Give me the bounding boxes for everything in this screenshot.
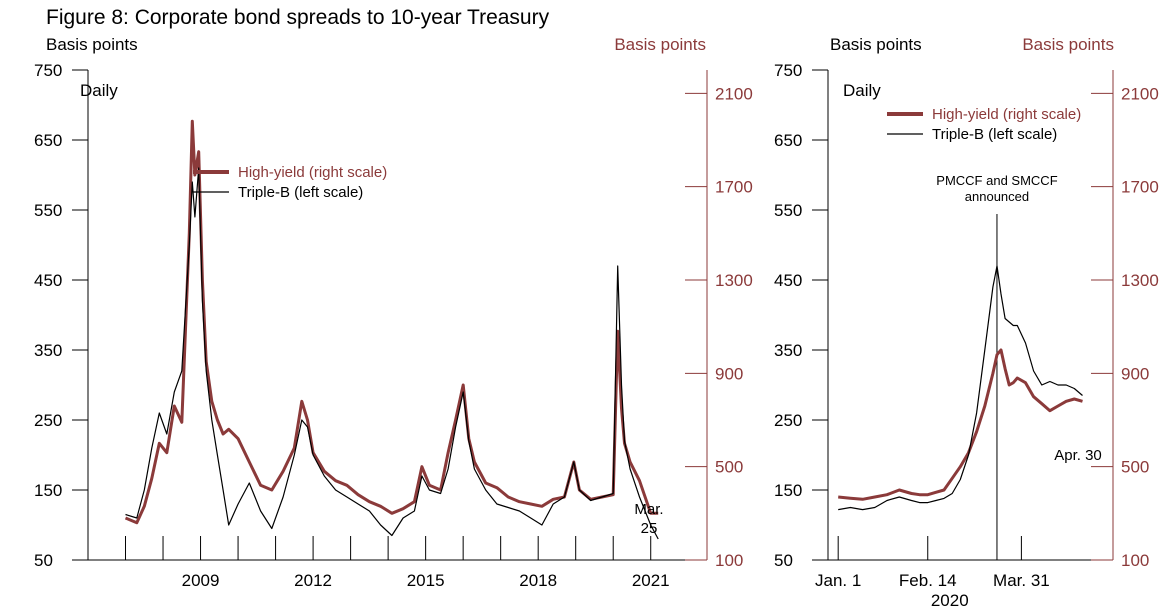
x-tick-label: 2015 [407, 571, 445, 590]
series-triple-b-line [838, 265, 1083, 511]
right-axis-unit: Basis points [614, 35, 706, 54]
left-tick-label: 250 [34, 411, 62, 430]
legend-label: Triple-B (left scale) [238, 184, 363, 201]
left-tick-label: 450 [774, 271, 802, 290]
left-tick-label: 150 [34, 481, 62, 500]
legend-label: High-yield (right scale) [932, 106, 1081, 123]
left-tick-label: 350 [774, 341, 802, 360]
left-tick-label: 650 [34, 131, 62, 150]
x-tick-label: 2021 [632, 571, 670, 590]
left-tick-label: 150 [774, 481, 802, 500]
x-axis-label: 2020 [931, 591, 969, 607]
frequency-label: Daily [80, 81, 118, 100]
right-tick-label: 2100 [715, 84, 753, 103]
left-tick-label: 250 [774, 411, 802, 430]
right-axis-unit: Basis points [1022, 35, 1114, 54]
right-tick-label: 1700 [715, 178, 753, 197]
series-triple-b-line [125, 167, 659, 540]
right-tick-label: 1300 [1121, 271, 1159, 290]
series-high-yield-line [124, 119, 659, 525]
left-tick-label: 750 [34, 61, 62, 80]
right-tick-label: 1700 [1121, 178, 1159, 197]
frequency-label: Daily [843, 81, 881, 100]
x-tick-label: Jan. 1 [815, 571, 861, 590]
x-tick-label: 2012 [294, 571, 332, 590]
right-tick-label: 2100 [1121, 84, 1159, 103]
right-tick-label: 1300 [715, 271, 753, 290]
left-tick-label: 50 [774, 551, 793, 570]
x-tick-label: Mar. 31 [993, 571, 1050, 590]
end-date-annotation: Mar. 25 [634, 501, 663, 537]
legend-label: Triple-B (left scale) [932, 126, 1057, 143]
x-tick-label: 2018 [519, 571, 557, 590]
event-label: PMCCF and SMCCF announced [936, 173, 1057, 204]
right-tick-label: 900 [1121, 364, 1149, 383]
left-tick-label: 550 [774, 201, 802, 220]
right-tick-label: 900 [715, 364, 743, 383]
left-axis-unit: Basis points [830, 35, 922, 54]
x-tick-label: Feb. 14 [899, 571, 957, 590]
left-tick-label: 50 [34, 551, 53, 570]
left-tick-label: 750 [774, 61, 802, 80]
left-tick-label: 350 [34, 341, 62, 360]
right-tick-label: 500 [715, 458, 743, 477]
left-tick-label: 650 [774, 131, 802, 150]
right-tick-label: 500 [1121, 458, 1149, 477]
legend-label: High-yield (right scale) [238, 164, 387, 181]
left-tick-label: 450 [34, 271, 62, 290]
x-tick-label: 2009 [182, 571, 220, 590]
series-high-yield-line [838, 348, 1083, 501]
end-date-annotation: Apr. 30 [1054, 447, 1102, 464]
left-tick-label: 550 [34, 201, 62, 220]
left-axis-unit: Basis points [46, 35, 138, 54]
figure-title: Figure 8: Corporate bond spreads to 10-y… [46, 6, 550, 29]
right-tick-label: 100 [1121, 551, 1149, 570]
right-tick-label: 100 [715, 551, 743, 570]
